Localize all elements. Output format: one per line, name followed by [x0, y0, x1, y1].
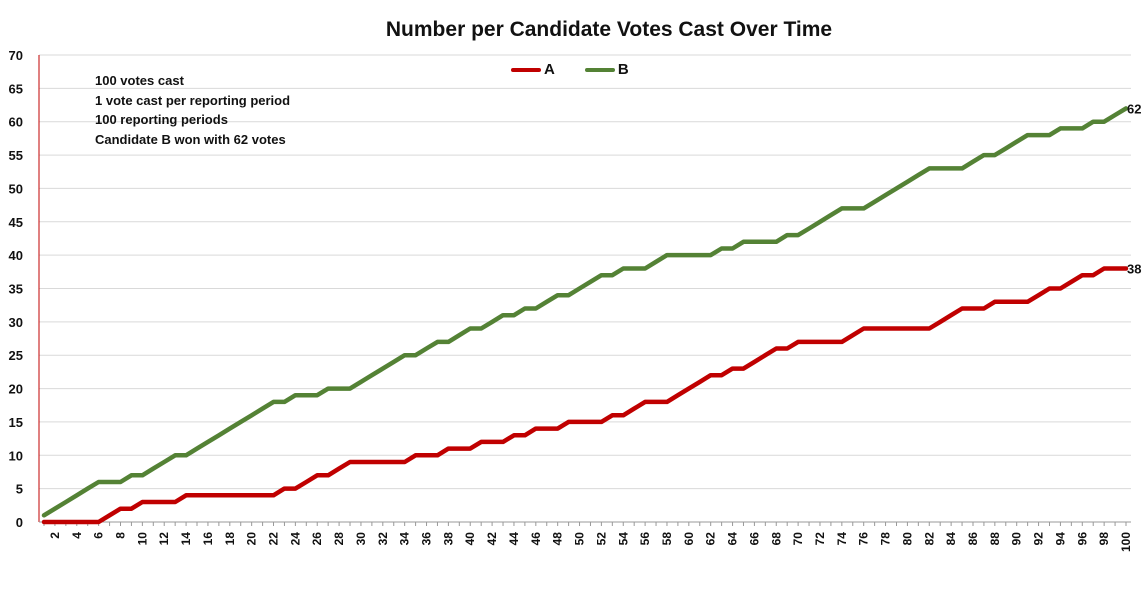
y-tick-label: 55	[9, 148, 23, 163]
x-tick-label: 78	[879, 532, 893, 546]
series-line-b	[41, 106, 1129, 518]
y-tick-label: 45	[9, 215, 23, 230]
annotation-line: 1 vote cast per reporting period	[95, 92, 291, 108]
x-tick-label: 56	[638, 532, 652, 546]
x-tick-label: 54	[616, 532, 630, 546]
x-tick-label: 36	[420, 532, 434, 546]
x-tick-label: 92	[1032, 532, 1046, 546]
legend-swatch-b	[584, 67, 615, 72]
y-tick-label: 30	[9, 315, 23, 330]
x-tick-label: 66	[747, 532, 761, 546]
x-tick-label: 24	[288, 532, 302, 546]
chart-title: Number per Candidate Votes Cast Over Tim…	[385, 18, 833, 41]
x-tick-label: 20	[245, 532, 259, 546]
x-tick-label: 62	[704, 532, 718, 546]
x-tick-label: 68	[769, 532, 783, 546]
y-tick-label: 20	[9, 382, 23, 397]
annotation-line: 100 reporting periods	[95, 112, 228, 127]
x-tick-label: 74	[835, 532, 849, 546]
x-tick-label: 38	[441, 532, 455, 546]
legend-label-b: B	[617, 61, 629, 78]
legend-item-b: B	[584, 61, 629, 78]
x-tick-label: 96	[1075, 532, 1089, 546]
x-tick-label: 10	[135, 532, 149, 546]
x-tick-label: 48	[551, 532, 565, 546]
x-tick-label: 28	[332, 532, 346, 546]
annotation-box: 100 votes cast 1 vote cast per reporting…	[95, 71, 290, 149]
x-tick-label: 94	[1053, 532, 1067, 546]
x-tick-label: 46	[529, 532, 543, 546]
legend-item-a: A	[511, 61, 555, 78]
y-tick-label: 70	[9, 48, 23, 63]
x-tick-label: 30	[354, 532, 368, 546]
data-label-b: 62	[1127, 101, 1141, 116]
x-tick-label: 32	[376, 532, 390, 546]
x-tick-label: 60	[682, 532, 696, 546]
y-tick-label: 65	[9, 81, 23, 96]
y-tick-label: 15	[9, 415, 23, 430]
x-tick-label: 72	[813, 532, 827, 546]
x-tick-label: 50	[573, 532, 587, 546]
y-tick-label: 60	[9, 115, 23, 130]
annotation-line: 100 votes cast	[95, 73, 184, 88]
y-tick-label: 5	[16, 482, 23, 497]
x-tick-label: 98	[1097, 532, 1111, 546]
x-tick-label: 18	[223, 532, 237, 546]
x-tick-label: 52	[594, 532, 608, 546]
x-tick-label: 34	[398, 532, 412, 546]
x-tick-label: 82	[922, 532, 936, 546]
x-tick-label: 76	[857, 532, 871, 546]
x-tick-label: 80	[900, 532, 914, 546]
legend: A B	[511, 61, 659, 78]
x-tick-label: 16	[201, 532, 215, 546]
data-label-a: 38	[1127, 261, 1141, 276]
x-tick-label: 58	[660, 532, 674, 546]
x-tick-label: 70	[791, 532, 805, 546]
x-tick-label: 12	[157, 532, 171, 546]
x-tick-label: 14	[179, 532, 193, 546]
x-tick-label: 100	[1119, 532, 1133, 552]
y-tick-label: 50	[9, 181, 23, 196]
x-tick-label: 90	[1010, 532, 1024, 546]
x-tick-label: 2	[48, 532, 62, 539]
x-tick-label: 26	[310, 532, 324, 546]
legend-swatch-a	[511, 67, 541, 72]
x-tick-label: 64	[726, 532, 740, 546]
x-tick-label: 22	[267, 532, 281, 546]
y-tick-label: 10	[9, 448, 23, 463]
x-tick-label: 44	[507, 532, 521, 546]
x-tick-label: 4	[70, 532, 84, 539]
x-tick-label: 86	[966, 532, 980, 546]
annotation-line: Candidate B won with 62 votes	[95, 131, 286, 147]
series-line-a	[41, 266, 1129, 525]
x-tick-label: 88	[988, 532, 1002, 546]
x-tick-label: 6	[92, 532, 106, 539]
y-tick-label: 40	[9, 248, 23, 263]
x-tick-label: 84	[944, 532, 958, 546]
x-tick-label: 8	[114, 532, 128, 539]
legend-label-a: A	[544, 61, 555, 78]
y-tick-label: 0	[16, 515, 23, 530]
y-tick-label: 25	[9, 348, 23, 363]
y-tick-label: 35	[9, 282, 23, 297]
x-tick-label: 42	[485, 532, 499, 546]
x-tick-label: 40	[463, 532, 477, 546]
